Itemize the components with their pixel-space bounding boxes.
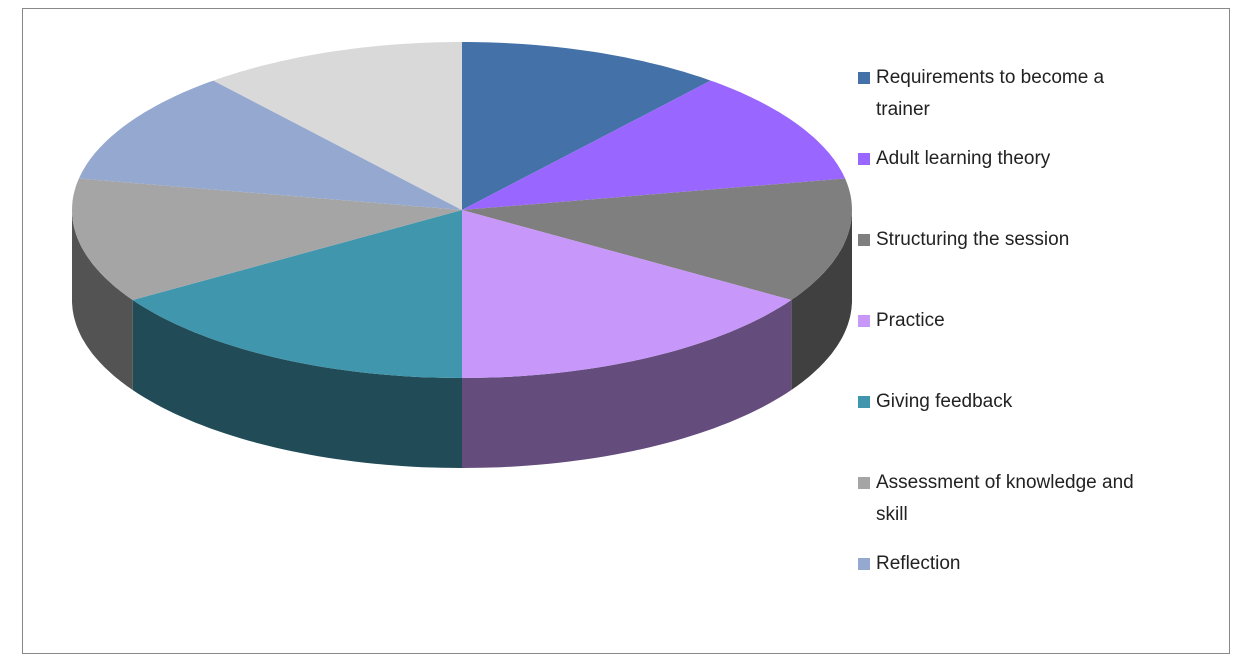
- legend-label: Structuring the session: [876, 229, 1070, 250]
- slice: [462, 42, 711, 210]
- legend-item: Requirements to become a trainer: [858, 62, 1161, 143]
- legend-item: Practice: [858, 305, 1161, 386]
- legend-label: Reflection: [876, 553, 961, 574]
- legend-label: Assessment of knowledge and skill: [876, 472, 1134, 525]
- slice-side: [72, 210, 133, 390]
- legend-swatch: [858, 315, 870, 327]
- legend-swatch: [858, 396, 870, 408]
- legend-swatch: [858, 477, 870, 489]
- legend-swatch: [858, 153, 870, 165]
- legend-swatch: [858, 558, 870, 570]
- chart-frame: [22, 8, 1230, 654]
- legend-item: Giving feedback: [858, 386, 1161, 467]
- legend-item: Reflection: [858, 548, 1161, 629]
- slice: [78, 80, 463, 210]
- legend-item: Structuring the session: [858, 224, 1161, 305]
- slice: [72, 178, 462, 300]
- legend-label: Adult learning theory: [876, 148, 1051, 169]
- slice: [213, 42, 462, 210]
- legend-swatch: [858, 72, 870, 84]
- slice: [462, 178, 852, 300]
- legend-swatch: [858, 234, 870, 246]
- legend-label: Giving feedback: [876, 391, 1013, 412]
- slice-side: [791, 210, 852, 390]
- slice-side: [132, 300, 462, 468]
- slice: [132, 210, 462, 378]
- legend-label: Practice: [876, 310, 945, 331]
- slice: [462, 210, 792, 378]
- legend-item: Assessment of knowledge and skill: [858, 467, 1161, 548]
- legend-label: Requirements to become a trainer: [876, 67, 1105, 120]
- legend: Requirements to become a trainer Adult le…: [858, 62, 1161, 629]
- slice: [462, 80, 846, 210]
- legend-item: Adult learning theory: [858, 143, 1161, 224]
- slice-side: [462, 300, 792, 468]
